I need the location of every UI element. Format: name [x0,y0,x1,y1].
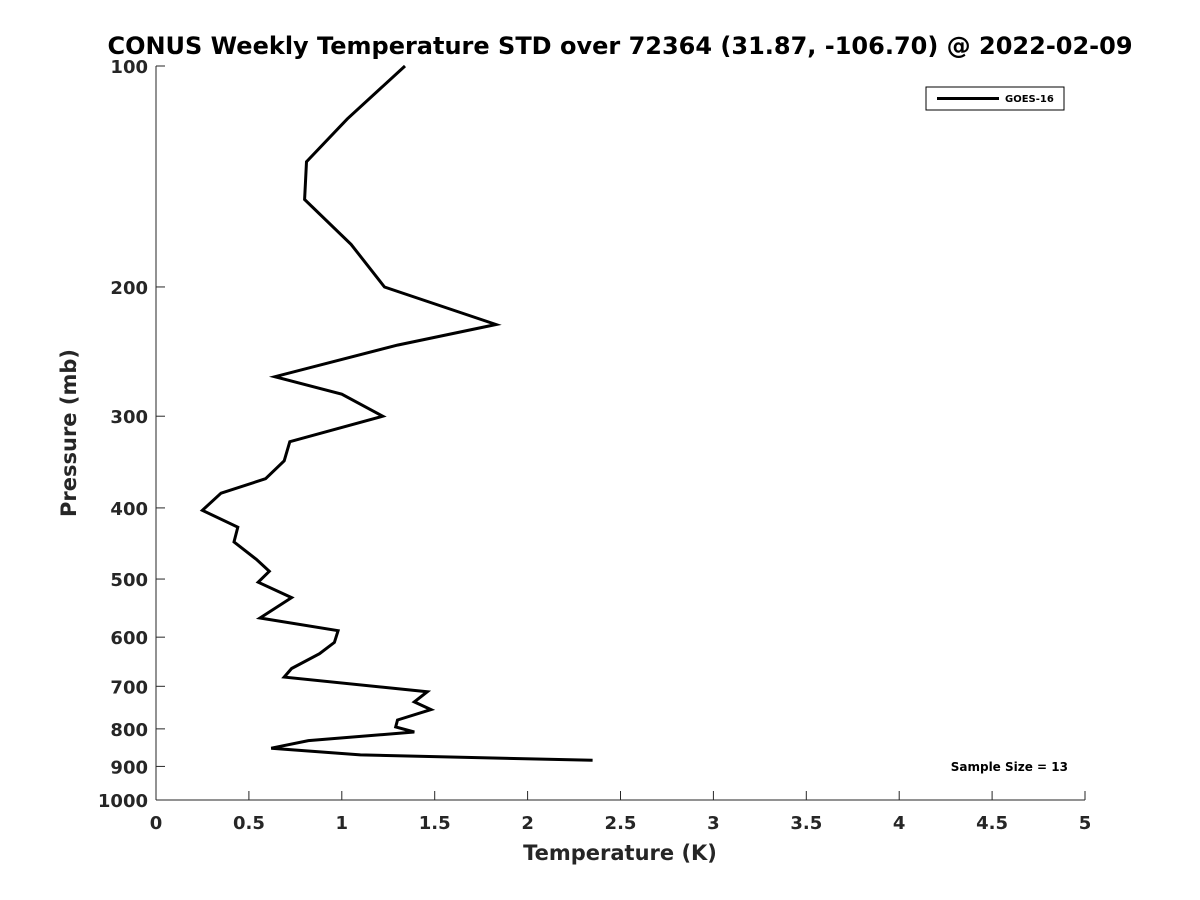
x-tick-label: 0 [150,813,163,834]
x-tick-label: 1 [336,813,349,834]
y-tick-label: 500 [110,570,148,591]
x-tick-label: 0.5 [233,813,265,834]
x-axis-label: Temperature (K) [523,841,717,865]
series-line-goes-16 [199,64,593,762]
y-tick-label: 900 [110,757,148,778]
x-tick-label: 1.5 [419,813,451,834]
legend: GOES-16 [925,86,1065,111]
x-tick-label: 3.5 [790,813,822,834]
x-tick-label: 4 [893,813,906,834]
ticks: 0 0.5 1 1.5 2 2.5 3 3.5 4 4.5 5 100 200 300 400 500 600 7… [98,57,1091,834]
y-tick-label: 700 [110,677,148,698]
series-layer [199,64,593,762]
sample-size-annotation: Sample Size = 13 [951,760,1068,774]
legend-label: GOES-16 [1005,94,1054,105]
y-tick-label: 800 [110,720,148,741]
y-tick-label: 300 [110,407,148,428]
y-tick-label: 400 [110,499,148,520]
chart-title: CONUS Weekly Temperature STD over 72364 … [107,32,1132,60]
y-tick-label: 600 [110,628,148,649]
y-tick-label: 1000 [98,791,148,812]
x-tick-label: 5 [1079,813,1092,834]
x-tick-label: 2 [521,813,534,834]
x-tick-label: 2.5 [605,813,637,834]
y-tick-label: 200 [110,278,148,299]
y-tick-label: 100 [110,57,148,78]
x-tick-label: 3 [707,813,720,834]
y-axis-label: Pressure (mb) [57,349,81,517]
x-tick-label: 4.5 [976,813,1008,834]
